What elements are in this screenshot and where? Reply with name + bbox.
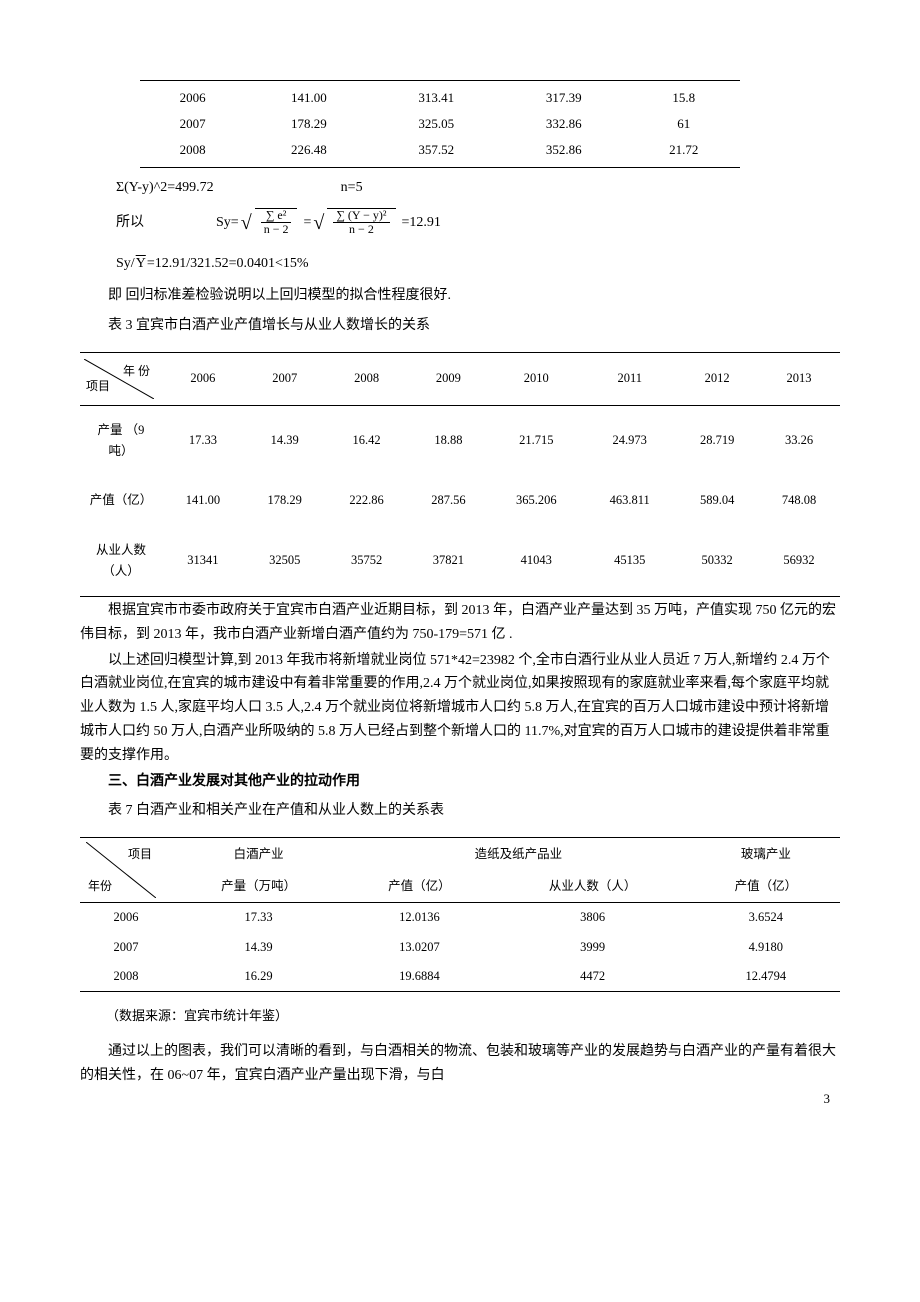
n-text: n=5 (341, 180, 363, 195)
cell: 50332 (676, 526, 758, 597)
sum-text: Σ(Y-y)^2=499.72 (116, 180, 214, 195)
cell: 12.4794 (692, 962, 840, 992)
row-label: 从业人数（人） (80, 526, 162, 597)
table-row: 产量 （9吨）17.3314.3916.4218.8821.71524.9732… (80, 405, 840, 476)
cell: 21.715 (489, 405, 583, 476)
cell: 17.33 (162, 405, 244, 476)
cell: 463.811 (583, 476, 676, 525)
year-col: 2006 (162, 352, 244, 405)
cell: 19.6884 (345, 962, 493, 992)
cell: 12.0136 (345, 903, 493, 933)
data-source: （数据来源：宜宾市统计年鉴） (80, 1005, 840, 1027)
sqrt1: ∑ e² n − 2 (245, 208, 298, 238)
table3-caption: 表 3 宜宾市白酒产业产值增长与从业人数增长的关系 (80, 314, 840, 338)
eq-mid: = (303, 211, 311, 235)
cell: 141.00 (162, 476, 244, 525)
section-heading: 三、白酒产业发展对其他产业的拉动作用 (80, 770, 840, 794)
cell: 14.39 (172, 933, 345, 962)
cell: 32505 (244, 526, 326, 597)
cell: 33.26 (758, 405, 840, 476)
cell: 4.9180 (692, 933, 840, 962)
cell: 178.29 (244, 476, 326, 525)
frac2: ∑ (Y − y)² n − 2 (331, 209, 391, 236)
sy-label: Sy= (216, 211, 239, 235)
frac1: ∑ e² n − 2 (259, 209, 294, 236)
table-row: 200617.3312.013638063.6524 (80, 903, 840, 933)
sum-formula: Σ(Y-y)^2=499.72 n=5 (116, 176, 840, 200)
table-row: 从业人数（人）313413250535752378214104345135503… (80, 526, 840, 597)
table3: 年 份 项目 2006 2007 2008 2009 2010 2011 201… (80, 352, 840, 597)
cell: 28.719 (676, 405, 758, 476)
cell: 3806 (494, 903, 692, 933)
ybar: Y (135, 252, 147, 276)
cell: 3.6524 (692, 903, 840, 933)
diag-header-7: 项目 年份 (86, 842, 156, 898)
cell: 2006 (140, 81, 245, 112)
body-p1: 根据宜宾市市委市政府关于宜宾市白酒产业近期目标，到 2013 年，白酒产业产量达… (80, 599, 840, 647)
group-header: 白酒产业 (172, 838, 345, 871)
tail-paragraph: 通过以上的图表，我们可以清晰的看到，与白酒相关的物流、包装和玻璃等产业的发展趋势… (80, 1040, 840, 1088)
cell: 31341 (162, 526, 244, 597)
cell: 24.973 (583, 405, 676, 476)
cell: 287.56 (407, 476, 489, 525)
cell: 16.29 (172, 962, 345, 992)
cell: 313.41 (373, 81, 500, 112)
cell: 18.88 (407, 405, 489, 476)
sqrt2: ∑ (Y − y)² n − 2 (317, 208, 395, 238)
table-row: 2006 141.00 313.41 317.39 15.8 (140, 81, 740, 112)
ratio-formula: Sy/Y=12.91/321.52=0.0401<15% (116, 252, 840, 276)
row-label: 产量 （9吨） (80, 405, 162, 476)
cell: 35752 (326, 526, 408, 597)
cell: 45135 (583, 526, 676, 597)
diag-header: 年 份 项目 (84, 359, 154, 399)
cell: 2006 (80, 903, 172, 933)
table7-caption: 表 7 白酒产业和相关产业在产值和从业人数上的关系表 (80, 799, 840, 823)
cell: 41043 (489, 526, 583, 597)
table-row: 产值（亿）141.00178.29222.86287.56365.206463.… (80, 476, 840, 525)
table-row: 2008 226.48 357.52 352.86 21.72 (140, 137, 740, 168)
group-header: 造纸及纸产品业 (345, 838, 691, 871)
sy-result: =12.91 (402, 211, 441, 235)
cell: 14.39 (244, 405, 326, 476)
sub-header: 产量（万吨） (172, 870, 345, 903)
group-header: 玻璃产业 (692, 838, 840, 871)
cell: 317.39 (500, 81, 627, 112)
cell: 365.206 (489, 476, 583, 525)
cell: 589.04 (676, 476, 758, 525)
cell: 2007 (80, 933, 172, 962)
cell: 56932 (758, 526, 840, 597)
cell: 748.08 (758, 476, 840, 525)
cell: 16.42 (326, 405, 408, 476)
cell: 222.86 (326, 476, 408, 525)
cell: 13.0207 (345, 933, 493, 962)
table-row: 200714.3913.020739994.9180 (80, 933, 840, 962)
cell: 3999 (494, 933, 692, 962)
prefix: 所以 (116, 211, 144, 235)
table-row: 200816.2919.6884447212.4794 (80, 962, 840, 992)
cell: 37821 (407, 526, 489, 597)
cell: 15.8 (627, 81, 740, 112)
cell: 17.33 (172, 903, 345, 933)
cell: 4472 (494, 962, 692, 992)
regression-conclusion: 即 回归标准差检验说明以上回归模型的拟合性程度很好. (80, 284, 840, 308)
cell: 141.00 (245, 81, 372, 112)
table1: 2006 141.00 313.41 317.39 15.8 2007 178.… (140, 80, 740, 168)
table7: 项目 年份 白酒产业 造纸及纸产品业 玻璃产业 产量（万吨） 产值（亿） 从业人… (80, 837, 840, 992)
body-p2: 以上述回归模型计算,到 2013 年我市将新增就业岗位 571*42=23982… (80, 649, 840, 768)
cell: 2008 (80, 962, 172, 992)
page-number: 3 (824, 1088, 831, 1110)
sy-formula: 所以 Sy= ∑ e² n − 2 = ∑ (Y − y)² n − 2 =12… (116, 208, 840, 238)
table-row: 2007 178.29 325.05 332.86 61 (140, 111, 740, 137)
row-label: 产值（亿） (80, 476, 162, 525)
